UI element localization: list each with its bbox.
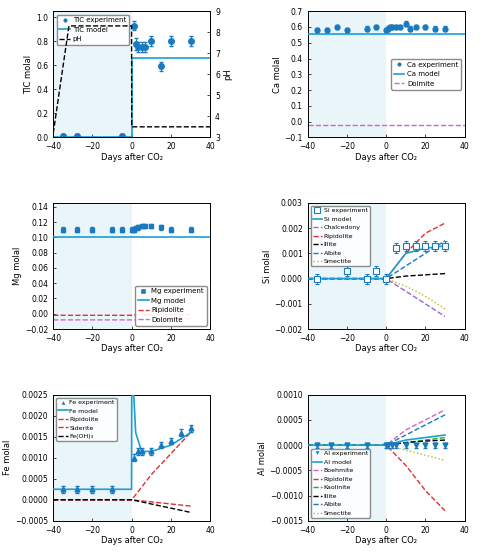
Bar bbox=[308, 203, 386, 329]
Y-axis label: pH: pH bbox=[223, 68, 232, 80]
Legend: Ca experiment, Ca model, Dolmite: Ca experiment, Ca model, Dolmite bbox=[391, 59, 461, 90]
X-axis label: Days after CO₂: Days after CO₂ bbox=[101, 344, 163, 353]
Legend: Mg experiment, Mg model, Ripidolite, Dolomite: Mg experiment, Mg model, Ripidolite, Dol… bbox=[136, 286, 207, 325]
X-axis label: Days after CO₂: Days after CO₂ bbox=[355, 344, 417, 353]
Y-axis label: Mg molal: Mg molal bbox=[14, 247, 22, 285]
Bar bbox=[53, 203, 132, 329]
Legend: Si experiment, Si model, Chalcedony, Ripidolite, Illite, Albite, Smectite: Si experiment, Si model, Chalcedony, Rip… bbox=[311, 206, 370, 266]
X-axis label: Days after CO₂: Days after CO₂ bbox=[355, 152, 417, 162]
Y-axis label: Fe molal: Fe molal bbox=[3, 440, 13, 475]
Y-axis label: TIC molal: TIC molal bbox=[25, 55, 33, 94]
Legend: Fe experiment, Fe model, Ripidolite, Siderite, Fe(OH)₃: Fe experiment, Fe model, Ripidolite, Sid… bbox=[56, 398, 117, 441]
Y-axis label: Al molal: Al molal bbox=[258, 441, 267, 475]
Bar bbox=[308, 395, 386, 521]
Y-axis label: Ca molal: Ca molal bbox=[272, 56, 282, 92]
X-axis label: Days after CO₂: Days after CO₂ bbox=[101, 536, 163, 545]
Y-axis label: Si molal: Si molal bbox=[263, 249, 272, 283]
Bar bbox=[53, 11, 132, 137]
Bar bbox=[53, 395, 132, 521]
Legend: TIC experiment, TIC model, pH: TIC experiment, TIC model, pH bbox=[57, 15, 129, 45]
Legend: Al experiment, Al model, Boehmite, Ripidolite, Kaolinite, Illite, Albite, Smecti: Al experiment, Al model, Boehmite, Ripid… bbox=[311, 449, 370, 517]
X-axis label: Days after CO₂: Days after CO₂ bbox=[101, 152, 163, 162]
Bar bbox=[308, 11, 386, 137]
X-axis label: Days after CO₂: Days after CO₂ bbox=[355, 536, 417, 545]
